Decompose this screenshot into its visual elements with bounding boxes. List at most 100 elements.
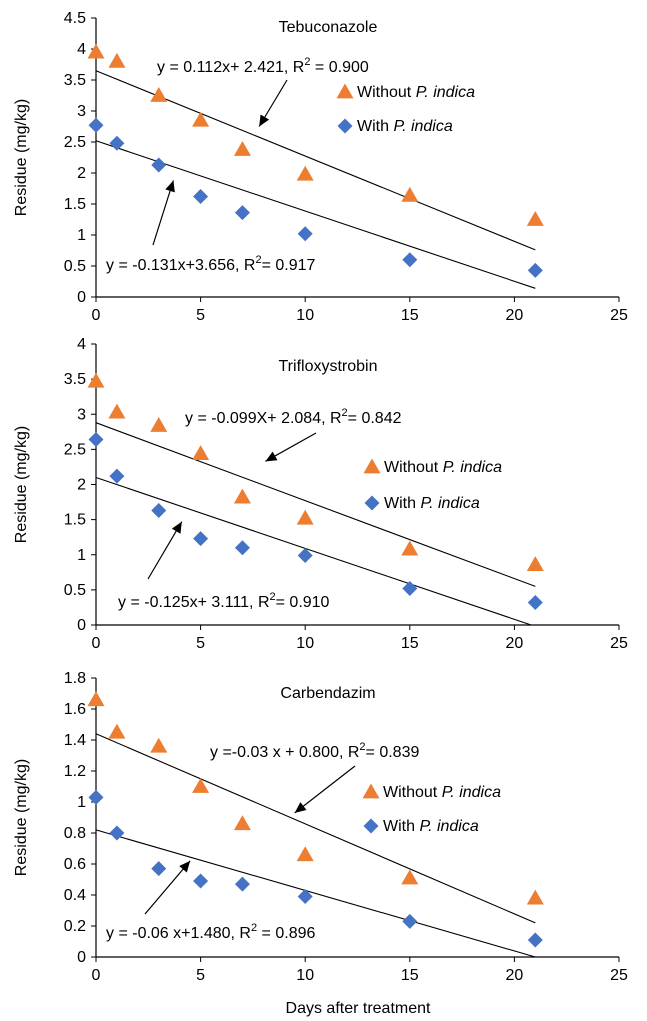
equation-superscript: 2 (359, 741, 365, 753)
y-tick-label: 1.2 (64, 763, 86, 780)
data-point-triangle (108, 52, 126, 68)
y-tick-label: 0.5 (64, 258, 86, 275)
data-point-diamond (151, 157, 167, 173)
data-point-diamond (109, 135, 125, 151)
data-point-triangle (192, 778, 210, 793)
y-axis-label: Residue (mg/kg) (13, 99, 30, 216)
chart-panel-3: 0 0.2 0.4 0.6 0.8 1 1.2 1.4 1.6 1.8 0 5 10 15 20 25 Carb… (13, 670, 628, 1017)
legend-entry: With P. indica (357, 118, 453, 135)
data-point-diamond (109, 825, 125, 841)
regression-equation: y = -0.125x+ 3.111, R2= 0.910 (118, 591, 330, 611)
x-tick-label: 5 (196, 635, 205, 652)
legend-entry: With P. indica (384, 495, 480, 512)
legend-marker-diamond (364, 495, 380, 511)
legend-entry-text: With (357, 118, 393, 135)
x-tick-label: 0 (92, 635, 101, 652)
trendline (95, 70, 536, 251)
data-point-triangle (87, 372, 105, 388)
data-point-diamond (234, 876, 250, 892)
legend-marker-diamond (363, 818, 379, 834)
x-tick-label: 15 (401, 967, 419, 984)
y-tick-label: 1.4 (64, 732, 86, 749)
y-tick-label: 4 (77, 41, 86, 58)
data-point-triangle (526, 889, 544, 905)
x-tick-label: 10 (296, 307, 314, 324)
equation-text: = 0.839 (366, 744, 420, 761)
equation-text: y = -0.125x+ 3.111, R (118, 594, 270, 611)
trendline (95, 733, 536, 924)
equation-superscript: 2 (255, 254, 261, 266)
data-point-triangle (401, 869, 419, 885)
data-point-triangle (192, 111, 210, 127)
legend-marker-triangle (363, 458, 381, 474)
data-point-triangle (233, 815, 251, 831)
annotation-arrow-line (147, 521, 183, 580)
x-tick-label: 10 (296, 967, 314, 984)
data-point-triangle (296, 165, 314, 181)
trendline (95, 829, 536, 958)
data-point-triangle (526, 211, 544, 226)
data-point-triangle (526, 556, 544, 571)
y-tick-label: 1 (77, 547, 86, 564)
y-tick-label: 1.5 (64, 196, 86, 213)
chart-panel-2: 0 0.5 1 1.5 2 2.5 3 3.5 4 0 5 10 15 20 25 Trifloxystrob… (13, 336, 628, 652)
legend-entry-text: Without (357, 84, 416, 101)
data-point-triangle (108, 723, 126, 739)
data-point-triangle (150, 87, 168, 102)
regression-equation: y = -0.131x+3.656, R2= 0.917 (106, 254, 315, 274)
x-tick-label: 15 (401, 307, 419, 324)
annotation-arrow-head (179, 860, 191, 873)
y-tick-label: 3 (77, 406, 86, 423)
data-point-triangle (296, 846, 314, 862)
equation-text: = 0.910 (276, 594, 330, 611)
data-point-diamond (234, 205, 250, 221)
annotation-arrow-head (265, 451, 278, 462)
equation-text: y = -0.099X+ 2.084, R (185, 410, 342, 427)
annotation-arrow-line (144, 860, 191, 915)
y-tick-label: 3.5 (64, 371, 86, 388)
y-tick-label: 2.5 (64, 134, 86, 151)
x-tick-label: 20 (506, 635, 524, 652)
x-tick-label: 25 (610, 967, 628, 984)
legend-entry-italic: P. indica (419, 818, 478, 835)
legend-entry-text: Without (383, 784, 442, 801)
regression-equation: y = 0.112x+ 2.421, R2 = 0.900 (157, 56, 369, 76)
data-point-diamond (151, 502, 167, 518)
data-point-triangle (192, 445, 210, 460)
x-tick-label: 25 (610, 307, 628, 324)
legend-entry-text: Without (384, 459, 443, 476)
y-tick-label: 2 (77, 165, 86, 182)
regression-equation: y = -0.06 x+1.480, R2 = 0.896 (106, 922, 315, 942)
x-tick-label: 5 (196, 967, 205, 984)
y-tick-label: 2.5 (64, 441, 86, 458)
x-tick-label: 20 (506, 967, 524, 984)
data-point-triangle (401, 540, 419, 556)
legend-marker-triangle (362, 783, 380, 799)
y-tick-label: 3.5 (64, 72, 86, 89)
legend-entry-italic: P. indica (443, 459, 502, 476)
annotation-arrow-head (165, 180, 175, 193)
y-tick-label: 0 (77, 289, 86, 306)
x-tick-label: 15 (401, 635, 419, 652)
data-point-diamond (527, 595, 543, 611)
y-tick-label: 0.8 (64, 825, 86, 842)
legend-entry-italic: P. indica (416, 84, 475, 101)
y-tick-label: 1.5 (64, 512, 86, 529)
equation-text: = 0.900 (310, 59, 368, 76)
chart-title: Tebuconazole (279, 19, 378, 36)
y-tick-label: 4.5 (64, 10, 86, 27)
data-point-diamond (527, 262, 543, 278)
equation-text: = 0.842 (348, 410, 402, 427)
y-tick-label: 0.2 (64, 918, 86, 935)
data-point-diamond (193, 873, 209, 889)
legend-entry: Without P. indica (384, 459, 502, 476)
regression-equation: y =-0.03 x + 0.800, R2= 0.839 (210, 741, 419, 761)
data-point-triangle (401, 186, 419, 202)
legend-entry-italic: P. indica (393, 118, 452, 135)
y-tick-label: 1.6 (64, 701, 86, 718)
legend-entry: Without P. indica (383, 784, 501, 801)
data-point-diamond (402, 252, 418, 268)
legend-entry-italic: P. indica (420, 495, 479, 512)
data-point-diamond (88, 432, 104, 448)
y-tick-label: 1 (77, 227, 86, 244)
